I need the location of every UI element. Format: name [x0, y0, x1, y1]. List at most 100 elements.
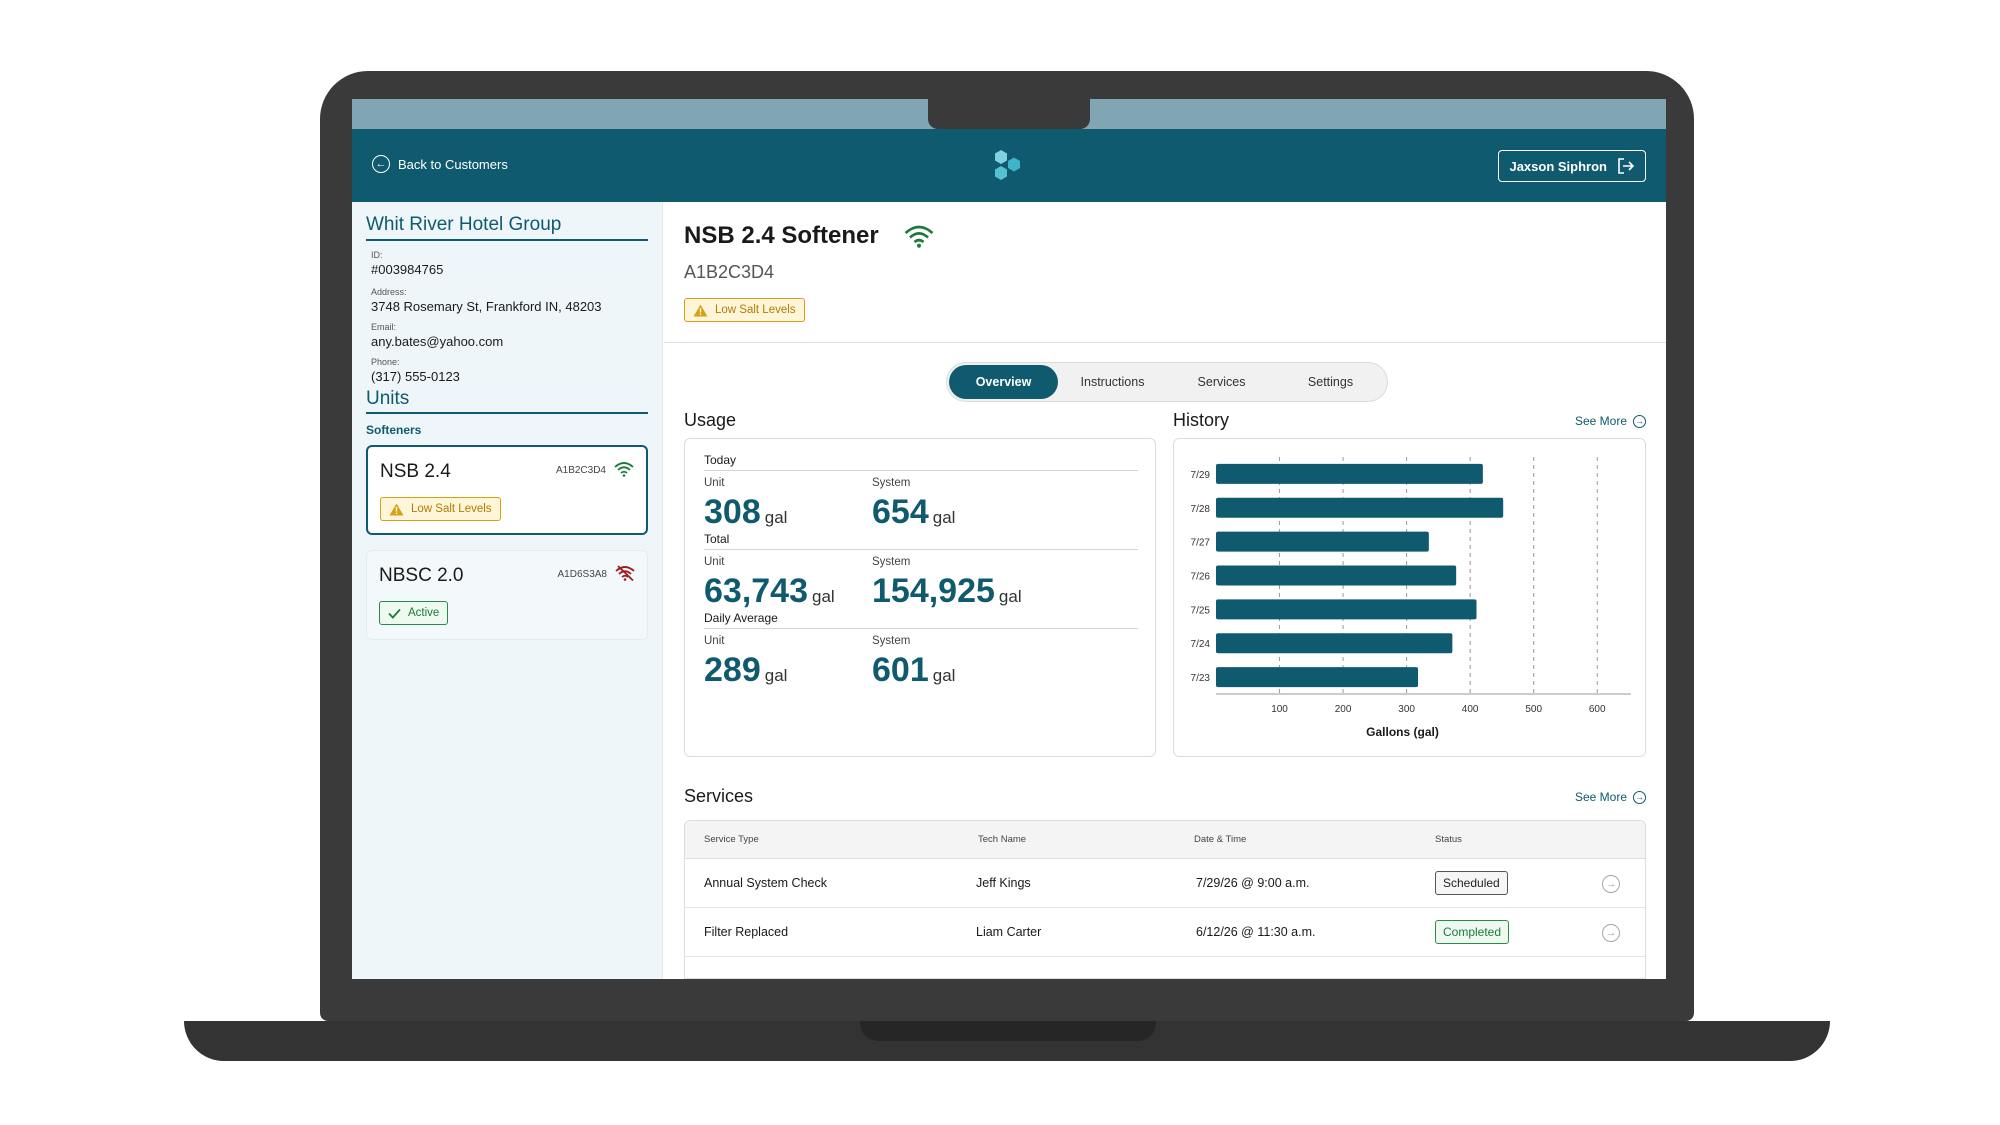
main-content: NSB 2.4 Softener A1B2C3D4 Low Salt Level…	[664, 202, 1666, 979]
divider	[366, 412, 648, 414]
unit-name: NBSC 2.0	[379, 565, 464, 586]
arrow-right-icon[interactable]: →	[1602, 924, 1620, 942]
email-value: any.bates@yahoo.com	[371, 334, 504, 349]
date-time: 6/12/26 @ 11:30 a.m.	[1196, 925, 1316, 939]
address-value: 3748 Rosemary St, Frankford IN, 48203	[371, 299, 602, 314]
table-row[interactable]: Filter Replaced Liam Carter 6/12/26 @ 11…	[685, 908, 1645, 957]
units-title: Units	[366, 388, 410, 409]
arrow-left-icon: ←	[372, 155, 390, 173]
category-label: 7/27	[1191, 538, 1211, 549]
divider	[664, 342, 1666, 343]
wifi-icon	[614, 462, 634, 477]
user-name: Jaxson Siphron	[1509, 158, 1607, 174]
unit-card-nbsc-2-0[interactable]: NBSC 2.0 A1D6S3A8 Active	[366, 550, 648, 640]
unit-value: 289	[704, 651, 761, 689]
gal-unit: gal	[764, 666, 788, 685]
system-label: System	[872, 635, 911, 647]
unit-code: A1B2C3D4	[555, 465, 606, 476]
bar	[1216, 599, 1477, 620]
status-badge: Active	[379, 601, 449, 625]
camera-notch	[928, 99, 1090, 129]
customer-sidebar: Whit River Hotel Group ID: #003984765 Ad…	[352, 202, 663, 979]
email-label: Email:	[371, 322, 397, 332]
system-value: 154,925	[872, 572, 995, 610]
wifi-off-icon	[615, 565, 635, 581]
unit-name: NSB 2.4	[380, 461, 451, 482]
see-more-label: See More	[1574, 790, 1627, 804]
tick-label: 500	[1525, 704, 1542, 715]
column-header: Status	[1435, 834, 1462, 845]
tab-settings[interactable]: Settings	[1307, 375, 1354, 389]
gal-unit: gal	[932, 666, 956, 685]
column-header: Date & Time	[1194, 834, 1247, 845]
tab-overview[interactable]: Overview	[949, 365, 1058, 399]
usage-card: Today Unit 308 gal System 654 gal Total Un…	[684, 438, 1156, 757]
category-label: 7/28	[1191, 504, 1211, 515]
history-card: 7/29 7/28 7/27 7/26 7/25 7/24 7/23 100 200 300 400…	[1173, 438, 1646, 757]
services-see-more-link[interactable]: See More →	[1575, 790, 1646, 804]
bar	[1216, 463, 1483, 484]
arrow-right-icon: →	[1633, 790, 1646, 804]
service-type: Filter Replaced	[704, 925, 789, 939]
table-row[interactable]: Annual System Check Jeff Kings 7/29/26 @…	[685, 859, 1645, 908]
screen: ← Back to Customers Jaxson Siphron Whit …	[352, 99, 1666, 979]
usage-group-total: Total Unit 63,743 gal System 154,925 gal	[704, 532, 1138, 610]
column-header: Service Type	[704, 834, 759, 845]
logout-icon	[1618, 158, 1635, 174]
app-header: ← Back to Customers Jaxson Siphron	[352, 129, 1666, 202]
status-badge: Completed	[1435, 920, 1510, 944]
tab-services[interactable]: Services	[1197, 375, 1246, 389]
category-label: 7/26	[1191, 572, 1211, 583]
tech-name: Liam Carter	[976, 925, 1042, 939]
wifi-icon	[904, 225, 934, 248]
phone-label: Phone:	[371, 357, 400, 367]
services-table: Service Type Tech Name Date & Time Statu…	[684, 820, 1646, 979]
unit-label: Unit	[704, 477, 725, 489]
category-label: 7/25	[1191, 605, 1211, 616]
user-logout-button[interactable]: Jaxson Siphron	[1498, 150, 1646, 182]
unit-label: Unit	[704, 635, 725, 647]
tick-label: 300	[1398, 704, 1415, 715]
date-time: 7/29/26 @ 9:00 a.m.	[1196, 876, 1310, 890]
status-badge: Scheduled	[1435, 871, 1508, 895]
tab-bar: Overview Instructions Services Settings	[946, 362, 1388, 402]
gal-unit: gal	[998, 587, 1022, 606]
x-axis-title: Gallons (gal)	[1366, 725, 1439, 739]
arrow-right-icon[interactable]: →	[1602, 875, 1620, 893]
warning-icon	[693, 304, 708, 316]
arrow-right-icon: →	[1633, 414, 1646, 428]
unit-label: Unit	[704, 556, 725, 568]
tick-label: 100	[1271, 704, 1288, 715]
group-label: Today	[704, 453, 1138, 471]
table-header: Service Type Tech Name Date & Time Statu…	[685, 821, 1645, 859]
bar	[1216, 667, 1419, 688]
address-label: Address:	[371, 287, 407, 297]
back-link-label: Back to Customers	[398, 156, 508, 172]
warning-icon	[389, 503, 404, 515]
unit-card-nsb-2-4[interactable]: NSB 2.4 A1B2C3D4 Low Salt Levels	[366, 445, 648, 535]
system-label: System	[872, 477, 911, 489]
phone-value: (317) 555-0123	[371, 369, 460, 384]
alert-badge: Low Salt Levels	[684, 298, 805, 322]
unit-code: A1D6S3A8	[557, 569, 607, 580]
back-to-customers-link[interactable]: ← Back to Customers	[372, 155, 508, 173]
tick-label: 400	[1462, 704, 1479, 715]
service-type: Annual System Check	[704, 876, 827, 890]
check-icon	[388, 608, 401, 619]
usage-group-today: Today Unit 308 gal System 654 gal	[704, 453, 1138, 531]
laptop-hinge	[860, 1021, 1156, 1041]
services-title: Services	[684, 786, 754, 806]
bar	[1216, 565, 1457, 586]
history-title: History	[1173, 410, 1230, 430]
history-see-more-link[interactable]: See More →	[1575, 414, 1646, 428]
id-label: ID:	[371, 250, 383, 260]
status-text: Active	[408, 607, 440, 619]
tab-instructions[interactable]: Instructions	[1080, 375, 1145, 389]
group-label: Daily Average	[704, 611, 1138, 629]
history-bar-chart: 7/29 7/28 7/27 7/26 7/25 7/24 7/23 100 200 300 400…	[1191, 457, 1631, 739]
category-label: 7/24	[1191, 639, 1211, 650]
system-value: 601	[872, 651, 929, 689]
tick-label: 200	[1335, 704, 1352, 715]
unit-value: 63,743	[704, 572, 808, 610]
category-label: 7/23	[1191, 673, 1211, 684]
